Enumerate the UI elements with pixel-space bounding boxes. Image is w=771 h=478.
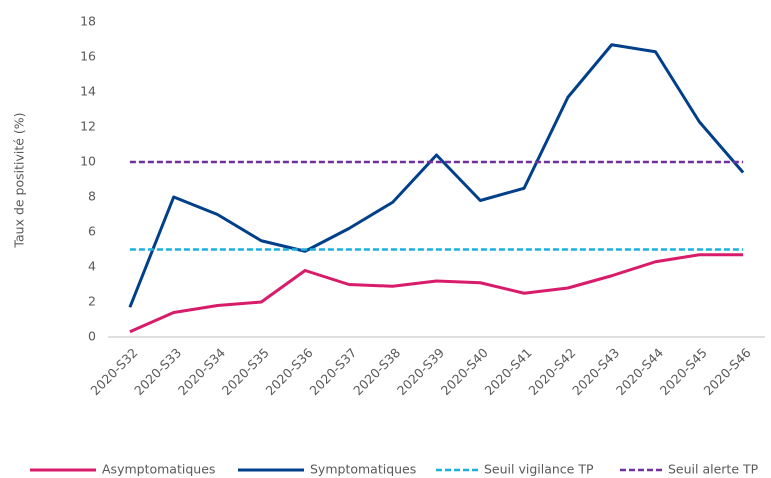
legend-label: Seuil vigilance TP: [484, 462, 594, 477]
y-tick-label: 10: [80, 154, 96, 169]
y-tick-label: 6: [88, 224, 96, 239]
series-line: [129, 253, 744, 334]
legend-label: Asymptomatiques: [102, 462, 215, 477]
y-tick-label: 16: [80, 49, 96, 64]
y-tick-label: 0: [88, 329, 96, 344]
y-tick-label: 14: [80, 84, 96, 99]
series-line: [128, 43, 745, 308]
y-tick-label: 4: [88, 259, 96, 274]
y-tick-label: 2: [88, 294, 96, 309]
legend-label: Seuil alerte TP: [668, 462, 759, 477]
y-tick-label: 12: [80, 119, 96, 134]
y-axis-label: Taux de positivité (%): [12, 112, 27, 248]
x-tick-label: 2020-S46: [701, 345, 754, 398]
y-tick-label: 8: [88, 189, 96, 204]
legend-label: Symptomatiques: [310, 462, 416, 477]
y-tick-label: 18: [80, 14, 96, 29]
